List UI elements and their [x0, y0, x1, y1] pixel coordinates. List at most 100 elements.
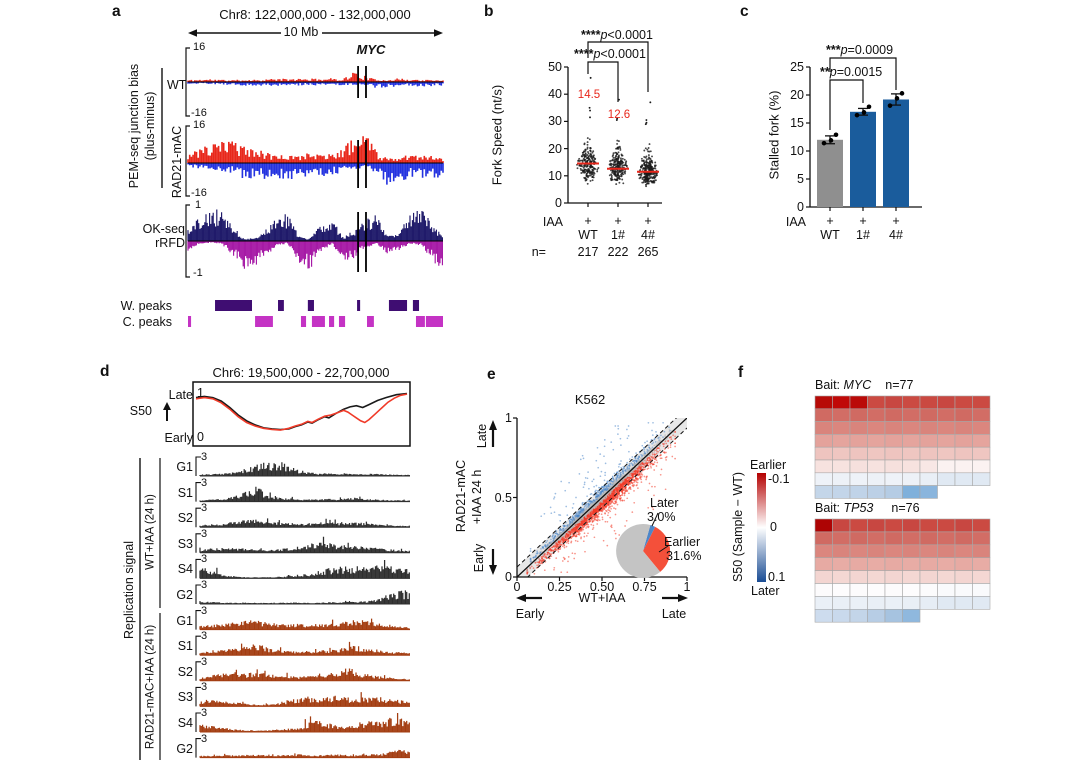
- d-phase-label: G1: [176, 613, 193, 628]
- heatmap-cell: [832, 472, 851, 486]
- heatmap-cell: [937, 446, 956, 461]
- heatmap-cell: [954, 395, 973, 410]
- fork-speed-dot: [654, 179, 657, 182]
- e-x-tick-label: 1: [683, 580, 691, 594]
- fork-speed-dot: [593, 167, 595, 170]
- fork-speed-dot: [583, 150, 586, 153]
- heatmap-cell: [867, 408, 886, 422]
- fork-speed-dot: [597, 167, 600, 169]
- c-iaa-label: IAA: [785, 215, 806, 229]
- replicate-dot: [866, 104, 872, 110]
- e-x-tick-label: 0.25: [547, 580, 572, 594]
- fork-speed-dot: [619, 164, 622, 167]
- d-phase-label: S3: [177, 690, 193, 705]
- heatmap-cell: [849, 544, 868, 558]
- fork-speed-dot: [648, 160, 651, 163]
- fork-speed-dot: [647, 150, 650, 153]
- heatmap-cell: [884, 570, 903, 584]
- track-scale-bracket: [195, 584, 201, 604]
- heatmap-cell: [902, 531, 921, 546]
- d-track-scale: 3: [201, 502, 208, 515]
- b-group-label: 1#: [611, 228, 625, 242]
- fork-speed-dot: [621, 166, 624, 169]
- fork-speed-dot: [645, 155, 648, 158]
- fork-speed-dot: [648, 163, 651, 165]
- fork-speed-dot: [620, 154, 623, 157]
- e-late-label-x: Late: [661, 607, 687, 621]
- heatmap-cell: [849, 608, 868, 623]
- heatmap-cell: [832, 485, 851, 499]
- d-phase-label: G2: [176, 741, 193, 756]
- c-y-tick-label: 0: [797, 200, 804, 214]
- fork-speed-dot: [619, 163, 622, 166]
- heatmap-cell: [972, 544, 991, 558]
- heatmap-cell: [902, 557, 921, 571]
- fork-speed-dot: [644, 183, 647, 186]
- fork-speed-dot: [643, 149, 646, 152]
- replication-track-rad-S1: [199, 641, 410, 656]
- heatmap-cell: [919, 583, 938, 597]
- fork-speed-dot: [577, 159, 580, 162]
- fork-speed-dot: [610, 174, 613, 177]
- heatmap-cell: [972, 472, 991, 486]
- heatmap-cell: [919, 408, 938, 422]
- fork-speed-dot: [613, 160, 616, 163]
- fork-speed-dot: [580, 155, 583, 158]
- heatmap-cell: [867, 459, 886, 474]
- sig-stars: ***: [826, 43, 841, 57]
- heatmap-cell: [867, 596, 886, 610]
- crick-peak-block: [338, 316, 346, 327]
- panel-f-label: f: [738, 364, 744, 381]
- panel-a-label: a: [112, 3, 121, 20]
- fork-speed-dot: [615, 170, 618, 173]
- heatmap-cell: [937, 544, 956, 558]
- e-early-label-y: Early: [471, 543, 486, 573]
- heatmap-cell: [867, 518, 886, 533]
- fork-speed-dot: [645, 179, 648, 182]
- track-scale-bracket: [195, 610, 201, 630]
- fork-speed-dot: [617, 147, 620, 150]
- heatmap-cell: [972, 531, 991, 546]
- e-x-tick-label: 0.50: [589, 580, 615, 594]
- fork-speed-dot: [584, 177, 587, 179]
- fork-speed-dot: [588, 158, 591, 161]
- heatmap-cell: [884, 459, 903, 474]
- heatmap-cell: [972, 583, 991, 597]
- fork-speed-dot: [583, 168, 586, 171]
- f-cbar-earlier: Earlier: [750, 458, 787, 472]
- heatmap-cell: [919, 570, 938, 584]
- bait-prefix: Bait:: [815, 501, 844, 515]
- d-replication-signal-label: Replication signal: [121, 541, 136, 639]
- fork-speed-dot: [592, 155, 595, 158]
- track-scale-bracket: [195, 686, 201, 707]
- fork-speed-dot: [613, 158, 616, 161]
- heatmap-cell: [849, 459, 868, 474]
- sig-value: <0.0001: [600, 47, 646, 61]
- fork-speed-dot: [589, 160, 592, 163]
- c-iaa-plus: +: [859, 214, 867, 228]
- heatmap-cell: [814, 485, 833, 499]
- c-iaa-plus: +: [826, 214, 834, 228]
- fork-speed-dot: [584, 152, 587, 155]
- heatmap-cell: [902, 434, 921, 448]
- fork-speed-dot: [596, 168, 599, 171]
- fork-speed-dot: [586, 182, 589, 185]
- fork-speed-dot: [647, 166, 650, 169]
- c-sig-top: ***p=0.0009: [826, 44, 893, 57]
- e-early-label-x: Early: [515, 607, 545, 621]
- heatmap-cell: [867, 583, 886, 597]
- heatmap-cell: [902, 395, 921, 410]
- fork-speed-dot: [618, 169, 621, 172]
- fork-speed-dot: [642, 181, 645, 184]
- heatmap-cell: [937, 395, 956, 410]
- fork-speed-dot: [578, 157, 581, 160]
- b-iaa-plus: +: [614, 214, 622, 228]
- heatmap-cell: [832, 421, 851, 435]
- replicate-dot: [861, 110, 867, 115]
- heatmap-cell: [902, 459, 921, 474]
- crick-peak-block: [329, 316, 335, 327]
- heatmap-cell: [832, 395, 851, 410]
- fork-speed-outlier: [589, 116, 591, 119]
- panel-c-label: c: [740, 3, 749, 20]
- bait-gene: MYC: [843, 378, 872, 392]
